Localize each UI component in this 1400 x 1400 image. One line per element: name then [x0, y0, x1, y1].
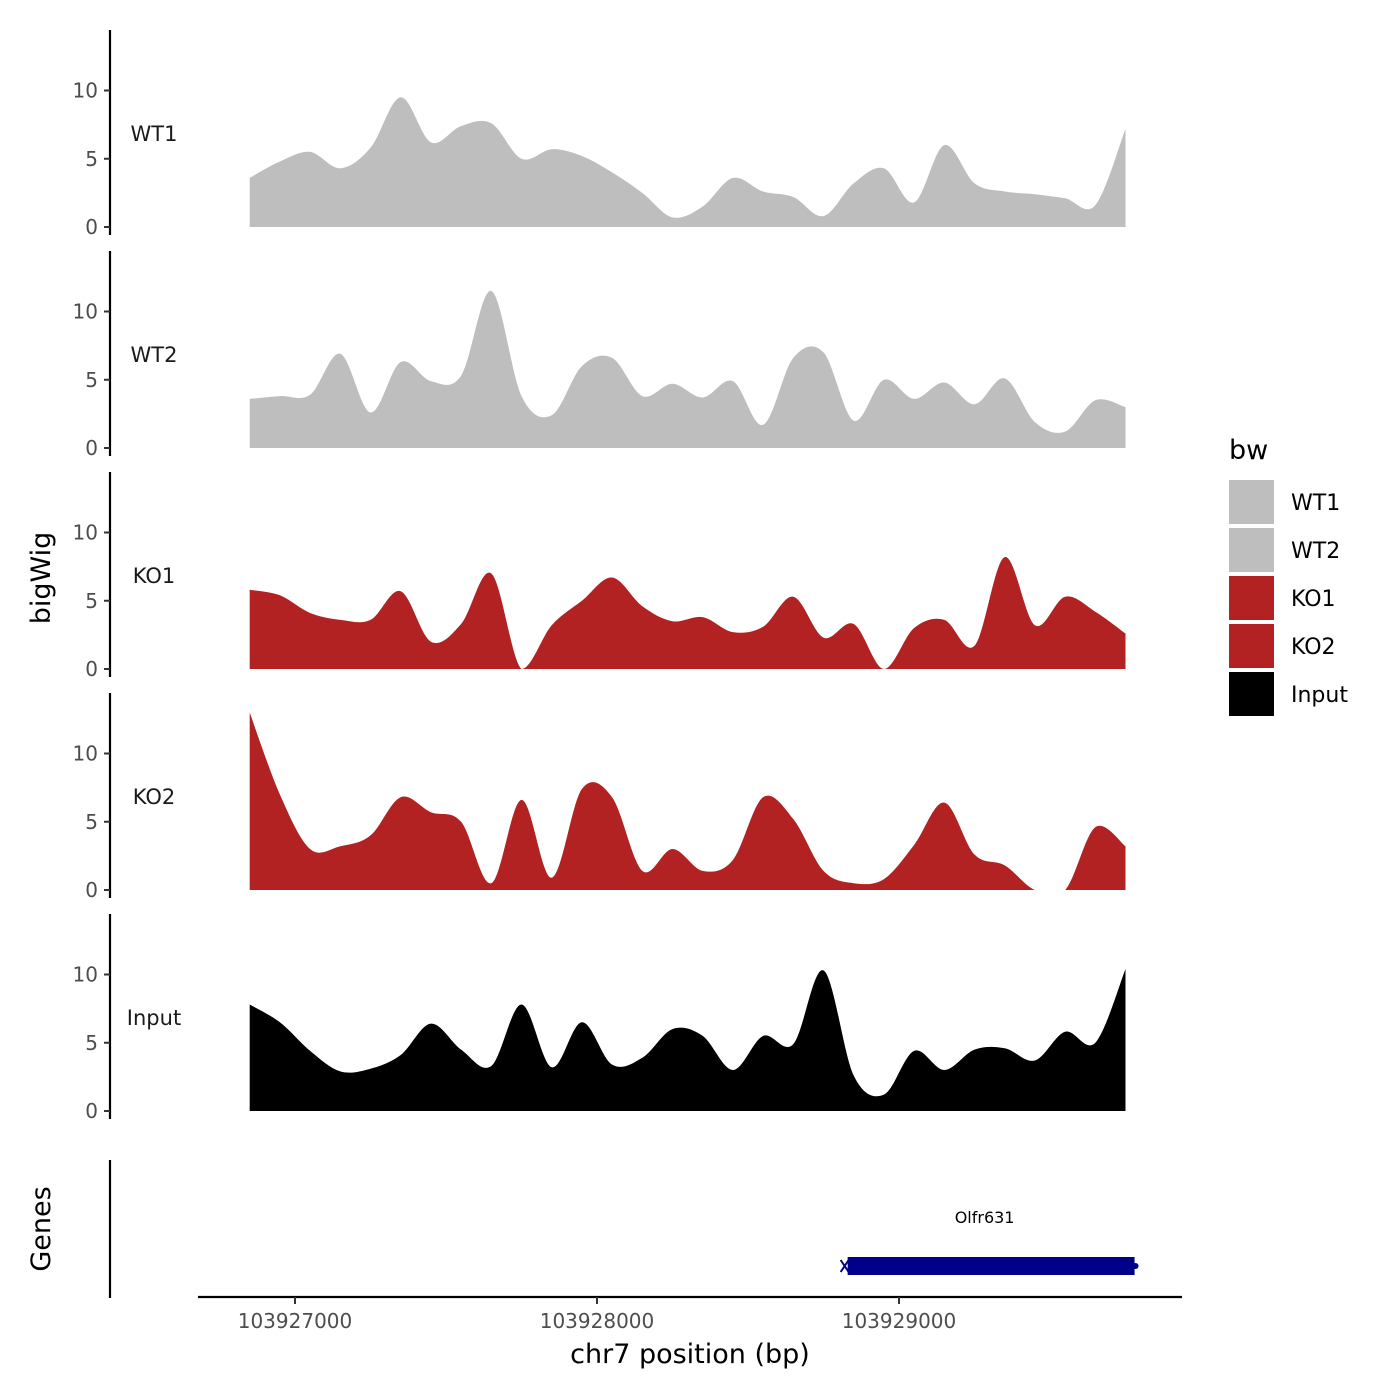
legend-item-wt2: WT2 [1229, 528, 1340, 572]
y-tick-label: 0 [85, 215, 98, 239]
y-tick-label: 10 [73, 79, 98, 103]
legend-swatch [1229, 480, 1274, 524]
track-label: Input [127, 1006, 181, 1030]
track-ko1: 0 5 10 KO1 [73, 472, 1126, 681]
y-tick-label: 10 [73, 963, 98, 987]
legend-label: KO1 [1291, 587, 1336, 612]
y-tick-label: 5 [85, 147, 98, 171]
legend-label: WT1 [1291, 491, 1340, 516]
y-tick-label: 5 [85, 589, 98, 613]
gene-label: Olfr631 [955, 1208, 1015, 1227]
legend-swatch [1229, 624, 1274, 668]
x-tick-label: 103928000 [540, 1309, 655, 1333]
y-tick-label: 0 [85, 878, 98, 902]
y-tick-label: 0 [85, 1099, 98, 1123]
legend-item-ko2: KO2 [1229, 624, 1336, 668]
y-tick-label: 10 [73, 742, 98, 766]
area-ko1 [249, 556, 1126, 669]
track-label: WT2 [131, 343, 178, 367]
y-tick-label: 5 [85, 810, 98, 834]
legend-title: bw [1229, 435, 1268, 466]
legend-items: WT1 WT2 KO1 KO2 Input [1229, 480, 1348, 716]
bigwig-tracks: 0 5 10 WT1 0 5 10 WT2 0 5 10 KO1 0 5 10 KO2 0 5 10 Input [73, 30, 1126, 1123]
gene-start-marker [839, 1259, 850, 1273]
genes-panel: Olfr631 [108, 1160, 1139, 1298]
legend-label: WT2 [1291, 539, 1340, 564]
legend-swatch [1229, 672, 1274, 716]
y-tick-label: 10 [73, 521, 98, 545]
legend: bw WT1 WT2 KO1 KO2 Input [1229, 435, 1348, 716]
legend-item-input: Input [1229, 672, 1348, 716]
track-ko2: 0 5 10 KO2 [73, 693, 1126, 902]
y-tick-label: 10 [73, 300, 98, 324]
legend-swatch [1229, 528, 1274, 572]
area-wt2 [249, 290, 1126, 448]
y-tick-label: 5 [85, 368, 98, 392]
x-axis-title: chr7 position (bp) [570, 1339, 810, 1370]
track-label: WT1 [131, 122, 178, 146]
gene-olfr631: Olfr631 [839, 1208, 1139, 1275]
y-tick-label: 0 [85, 657, 98, 681]
x-tick-label: 103927000 [238, 1309, 353, 1333]
genes-title: Genes [26, 1186, 57, 1271]
track-label: KO2 [133, 785, 176, 809]
legend-item-wt1: WT1 [1229, 480, 1340, 524]
legend-swatch [1229, 576, 1274, 620]
y-tick-label: 5 [85, 1031, 98, 1055]
area-ko2 [249, 712, 1126, 890]
track-input: 0 5 10 Input [73, 914, 1126, 1123]
gene-body [847, 1257, 1135, 1275]
legend-label: KO2 [1291, 635, 1336, 660]
track-wt2: 0 5 10 WT2 [73, 251, 1126, 460]
y-tick-label: 0 [85, 436, 98, 460]
x-axis: 103927000 103928000 103929000 [198, 1295, 1182, 1333]
legend-item-ko1: KO1 [1229, 576, 1336, 620]
gene-end-marker [1132, 1263, 1139, 1269]
x-tick-label: 103929000 [842, 1309, 957, 1333]
legend-label: Input [1291, 683, 1348, 708]
area-input [249, 969, 1126, 1111]
track-wt1: 0 5 10 WT1 [73, 30, 1126, 239]
track-label: KO1 [133, 564, 176, 588]
y-axis-title: bigWig [26, 532, 57, 625]
area-wt1 [249, 97, 1126, 227]
